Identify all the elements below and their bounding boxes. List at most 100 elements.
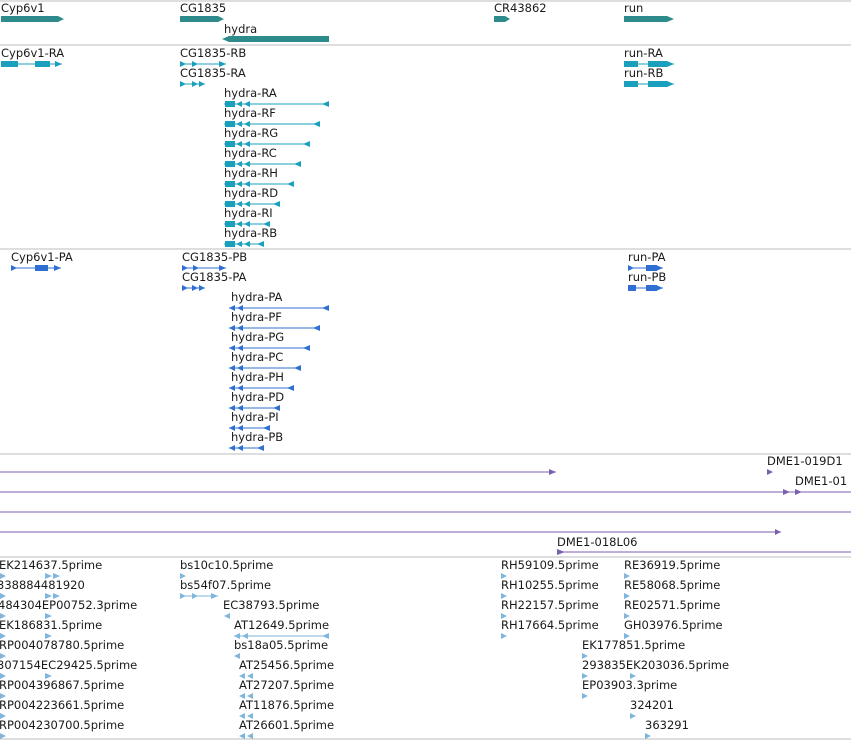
protein-hydra-pa[interactable]: hydra-PA [229,290,329,311]
est-ek186831[interactable]: EK186831.5prime [0,618,102,639]
protein-cg1835-pb[interactable]: CG1835-PB [182,250,247,271]
protein-hydra-pg[interactable]: hydra-PG [229,330,310,351]
transcript-label: hydra-RA [224,86,277,100]
protein-label: Cyp6v1-PA [11,250,73,264]
est-rh10255[interactable]: RH10255.5prime [501,578,599,599]
est-at27207[interactable]: AT27207.5prime [239,678,334,699]
est-label: 324201 [630,698,674,712]
est-label: AT12649.5prime [234,618,329,632]
est-rp004078780[interactable]: RP004078780.5prime [0,638,124,659]
transcript-hydra-rc[interactable]: hydra-RC [224,146,301,167]
protein-hydra-pd[interactable]: hydra-PD [229,390,284,411]
est-ek177851[interactable]: EK177851.5prime [582,638,685,659]
est-label: GH03976.5prime [624,618,723,632]
gene-arrow-glyph [494,16,510,22]
est-re36919[interactable]: RE36919.5prime [624,558,720,579]
transcript-label: run-RB [624,66,663,80]
est-324201[interactable]: 324201 [630,698,674,719]
protein-hydra-pf[interactable]: hydra-PF [229,310,320,331]
gene-cyp6v1[interactable]: Cyp6v1 [1,1,64,22]
est-gh03976[interactable]: GH03976.5prime [624,618,723,639]
est-bs10c10[interactable]: bs10c10.5prime [180,558,273,579]
gene-arrow-glyph [180,16,224,22]
protein-run-pb[interactable]: run-PB [628,270,666,291]
transcript-hydra-rg[interactable]: hydra-RG [224,126,310,147]
est-label: RE02571.5prime [624,598,720,612]
protein-run-pa[interactable]: run-PA [628,250,666,271]
protein-hydra-pb[interactable]: hydra-PB [229,430,283,451]
est-bs18a05[interactable]: bs18a05.5prime [234,638,328,659]
est-at26601[interactable]: AT26601.5prime [239,718,334,739]
transcript-hydra-rh[interactable]: hydra-RH [224,166,294,187]
protein-label: hydra-PD [231,390,284,404]
transcript-hydra-ri[interactable]: hydra-RI [224,206,273,227]
transcript-hydra-rf[interactable]: hydra-RF [224,106,320,127]
protein-hydra-pi[interactable]: hydra-PI [229,410,279,431]
est-re58068[interactable]: RE58068.5prime [624,578,720,599]
est-label: bs10c10.5prime [180,558,273,572]
est-label: AT11876.5prime [239,698,334,712]
protein-hydra-ph[interactable]: hydra-PH [229,370,294,391]
transcript-hydra-rd[interactable]: hydra-RD [224,186,280,207]
protein-hydra-pc[interactable]: hydra-PC [229,350,301,371]
est-label: RP004223661.5prime [0,698,124,712]
est-at25456[interactable]: AT25456.5prime [239,658,334,679]
est-label: 363291 [645,718,689,732]
transcript-run-ra[interactable]: run-RA [624,46,674,67]
protein-label: run-PB [628,270,666,284]
clone-label: DME1-018L06 [557,535,638,549]
transcript-cyp6v1-ra[interactable]: Cyp6v1-RA [1,46,64,67]
est-338884481920[interactable]: 338884481920 [0,578,85,599]
gene-cg1835[interactable]: CG1835 [180,1,226,22]
est-rp004396867[interactable]: RP004396867.5prime [0,678,124,699]
gene-label: hydra [224,22,257,36]
est-ec38793[interactable]: EC38793.5prime [223,598,319,619]
est-307154ec29425[interactable]: 307154EC29425.5prime [0,658,137,679]
protein-label: run-PA [628,250,666,264]
transcript-hydra-ra[interactable]: hydra-RA [224,86,329,107]
est-rh59109[interactable]: RH59109.5prime [501,558,599,579]
est-ek214637[interactable]: EK214637.5prime [0,558,102,579]
gene-track: Cyp6v1 CG1835 hydra CR43862 run [1,1,674,42]
est-rh17664[interactable]: RH17664.5prime [501,618,599,639]
clone-4[interactable] [0,529,781,535]
protein-cg1835-pa[interactable]: CG1835-PA [182,270,247,291]
clone-dme1-01[interactable]: DME1-01 [795,474,847,488]
clone-dme1-018l06[interactable]: DME1-018L06 [557,535,851,555]
transcript-cg1835-rb[interactable]: CG1835-RB [180,46,246,67]
protein-label: CG1835-PA [182,270,247,284]
est-293835ek203036[interactable]: 293835EK203036.5prime [582,658,729,679]
est-label: RP004078780.5prime [0,638,124,652]
gene-run[interactable]: run [624,1,674,22]
est-363291[interactable]: 363291 [645,718,689,739]
est-label: RH22157.5prime [501,598,599,612]
transcript-label: hydra-RG [224,126,278,140]
transcript-cg1835-ra[interactable]: CG1835-RA [180,66,246,87]
protein-cyp6v1-pa[interactable]: Cyp6v1-PA [11,250,73,271]
est-rp004223661[interactable]: RP004223661.5prime [0,698,124,719]
est-at12649[interactable]: AT12649.5prime [234,618,329,639]
est-rp004230700[interactable]: RP004230700.5prime [0,718,124,739]
est-484304ep00752[interactable]: 484304EP00752.3prime [0,598,137,619]
est-at11876[interactable]: AT11876.5prime [239,698,334,719]
est-bs54f07[interactable]: bs54f07.5prime [180,578,271,599]
transcript-track: Cyp6v1-RA CG1835-RB CG1835-RA hydra-RA [1,46,674,247]
protein-label: hydra-PC [231,350,283,364]
est-rh22157[interactable]: RH22157.5prime [501,598,599,619]
est-re02571[interactable]: RE02571.5prime [624,598,720,619]
est-ep03903[interactable]: EP03903.3prime [582,678,677,699]
transcript-run-rb[interactable]: run-RB [624,66,674,87]
clone-1[interactable] [0,469,556,475]
est-label: AT26601.5prime [239,718,334,732]
clone-dme1-019d1[interactable]: DME1-019D1 [767,454,843,475]
protein-label: CG1835-PB [182,250,247,264]
transcript-hydra-rb[interactable]: hydra-RB [224,226,277,247]
est-label: EK177851.5prime [582,638,685,652]
gene-hydra[interactable]: hydra [222,22,329,42]
clone-2[interactable] [0,489,851,495]
est-label: bs54f07.5prime [180,578,271,592]
gene-cr43862[interactable]: CR43862 [494,1,547,22]
gene-label: Cyp6v1 [1,1,45,15]
